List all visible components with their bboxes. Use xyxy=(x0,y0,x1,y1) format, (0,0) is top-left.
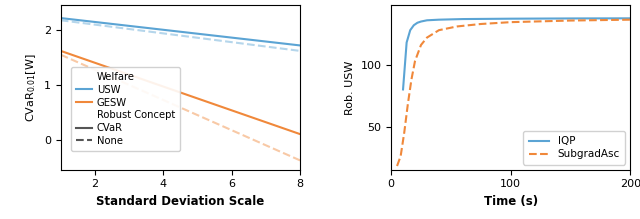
IQP xyxy=(627,17,634,20)
IQP xyxy=(406,29,414,32)
Y-axis label: Rob. USW: Rob. USW xyxy=(345,60,355,115)
Legend: Welfare, USW, GESW, Robust Concept, CVaR, None: Welfare, USW, GESW, Robust Concept, CVaR… xyxy=(71,67,180,151)
IQP xyxy=(417,20,425,23)
IQP xyxy=(399,88,407,91)
SubgradAsc xyxy=(435,29,443,32)
IQP xyxy=(459,18,467,20)
IQP xyxy=(435,18,443,21)
IQP xyxy=(410,24,418,26)
SubgradAsc xyxy=(404,103,412,106)
IQP xyxy=(403,41,410,44)
SubgradAsc xyxy=(453,25,461,28)
SubgradAsc xyxy=(393,165,401,167)
SubgradAsc xyxy=(417,44,425,46)
SubgradAsc xyxy=(408,78,415,81)
IQP xyxy=(507,17,515,20)
Legend: IQP, SubgradAsc: IQP, SubgradAsc xyxy=(524,131,625,164)
SubgradAsc xyxy=(567,19,575,22)
SubgradAsc xyxy=(397,155,404,157)
SubgradAsc xyxy=(507,21,515,23)
IQP xyxy=(423,19,431,22)
IQP xyxy=(413,21,421,24)
X-axis label: Standard Deviation Scale: Standard Deviation Scale xyxy=(97,195,264,208)
SubgradAsc xyxy=(401,131,408,134)
SubgradAsc xyxy=(477,23,484,25)
Y-axis label: CVaR$_{0.01}$[W]: CVaR$_{0.01}$[W] xyxy=(24,53,38,122)
X-axis label: Time (s): Time (s) xyxy=(484,195,538,208)
Line: IQP: IQP xyxy=(403,18,630,89)
SubgradAsc xyxy=(627,18,634,21)
SubgradAsc xyxy=(411,60,419,62)
IQP xyxy=(567,17,575,20)
Line: SubgradAsc: SubgradAsc xyxy=(397,20,630,166)
SubgradAsc xyxy=(423,36,431,39)
